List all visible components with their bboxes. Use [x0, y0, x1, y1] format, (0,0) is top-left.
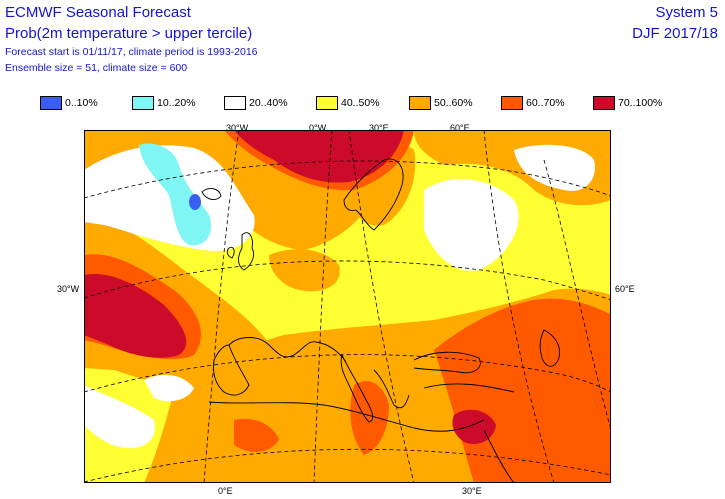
- axis-label-top-30w: 30°W: [226, 123, 249, 133]
- legend-swatch: [40, 96, 62, 110]
- field-0-10-north-atlantic: [189, 194, 201, 210]
- ensemble-info: Ensemble size = 51, climate size = 600: [5, 62, 188, 74]
- system-label: System 5: [655, 4, 718, 21]
- legend-item: 10..20%: [132, 95, 196, 111]
- field-20-40-russia: [424, 179, 519, 271]
- axis-label-right-60e: 60°E: [615, 284, 635, 294]
- legend-label: 40..50%: [341, 97, 380, 109]
- field-70-100-north-cap: [234, 130, 404, 183]
- field-20-40-atlantic-sw: [144, 374, 194, 402]
- field-20-40-east: [514, 144, 595, 191]
- field-70-100-middle-east: [452, 409, 496, 445]
- legend-item: 60..70%: [501, 95, 565, 111]
- axis-label-top-60e: 60°E: [450, 123, 470, 133]
- field-50-60-central: [269, 249, 340, 292]
- legend-item: 50..60%: [409, 95, 473, 111]
- probability-map: [84, 130, 611, 483]
- legend-swatch: [132, 96, 154, 110]
- legend-label: 60..70%: [526, 97, 565, 109]
- axis-label-top-0: 0°W: [309, 123, 327, 133]
- legend: 0..10% 10..20% 20..40% 40..50% 50..60% 6…: [40, 95, 720, 111]
- field-20-40-south-atlantic: [84, 385, 155, 449]
- field-60-70-north-africa: [234, 418, 279, 452]
- field-10-20-north-atlantic: [139, 143, 212, 246]
- season-label: DJF 2017/18: [632, 25, 718, 42]
- field-20-40-north-atlantic: [84, 145, 255, 251]
- legend-label: 70..100%: [618, 97, 663, 109]
- legend-swatch: [593, 96, 615, 110]
- legend-label: 50..60%: [434, 97, 473, 109]
- axis-label-bottom-30e: 30°E: [462, 486, 482, 496]
- legend-item: 40..50%: [316, 95, 380, 111]
- axis-label-bottom-0: 0°E: [218, 486, 233, 496]
- legend-label: 20..40%: [249, 97, 288, 109]
- legend-item: 0..10%: [40, 95, 98, 111]
- legend-item: 70..100%: [593, 95, 662, 111]
- axis-label-left-30w: 30°W: [57, 284, 80, 294]
- field-70-100-west-atlantic: [84, 274, 187, 358]
- legend-item: 20..40%: [224, 95, 288, 111]
- forecast-info: Forecast start is 01/11/17, climate peri…: [5, 46, 258, 58]
- field-60-70-italy: [350, 381, 389, 455]
- coastlines: [201, 158, 561, 483]
- legend-swatch: [224, 96, 246, 110]
- legend-swatch: [316, 96, 338, 110]
- map-subtitle: Prob(2m temperature > upper tercile): [5, 25, 253, 42]
- axis-label-top-30e: 30°E: [369, 123, 389, 133]
- map-title: ECMWF Seasonal Forecast: [5, 4, 191, 21]
- legend-label: 10..20%: [157, 97, 196, 109]
- legend-swatch: [501, 96, 523, 110]
- legend-label: 0..10%: [65, 97, 98, 109]
- graticule: [84, 130, 611, 483]
- legend-swatch: [409, 96, 431, 110]
